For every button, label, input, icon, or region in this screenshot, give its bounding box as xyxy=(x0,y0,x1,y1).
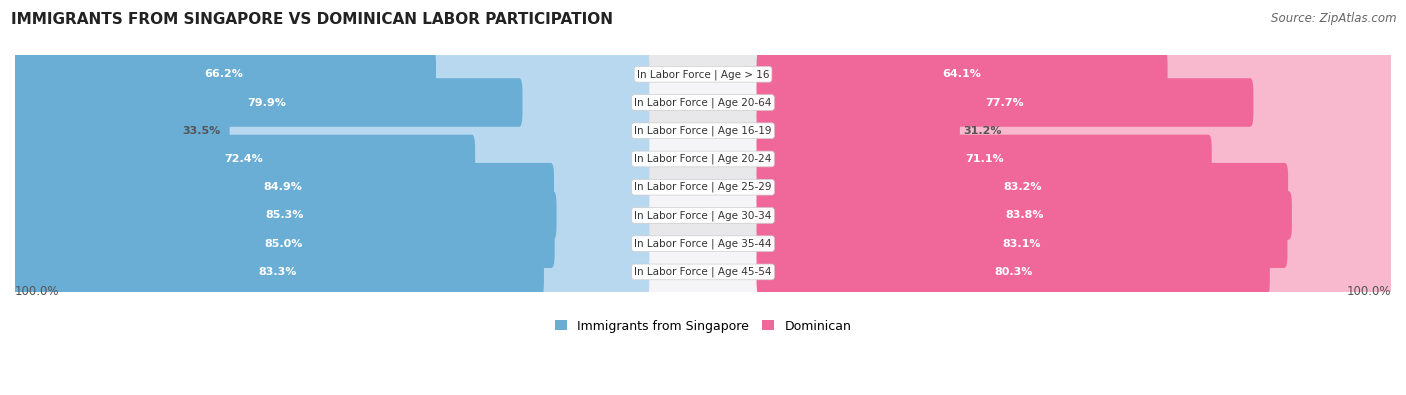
Text: 85.3%: 85.3% xyxy=(264,211,304,220)
Legend: Immigrants from Singapore, Dominican: Immigrants from Singapore, Dominican xyxy=(550,315,856,338)
Text: 64.1%: 64.1% xyxy=(942,69,981,79)
FancyBboxPatch shape xyxy=(14,53,1392,96)
Text: Source: ZipAtlas.com: Source: ZipAtlas.com xyxy=(1271,12,1396,25)
FancyBboxPatch shape xyxy=(14,222,1392,265)
Text: 66.2%: 66.2% xyxy=(204,69,243,79)
FancyBboxPatch shape xyxy=(11,78,523,127)
FancyBboxPatch shape xyxy=(756,107,1395,155)
Text: In Labor Force | Age 30-34: In Labor Force | Age 30-34 xyxy=(634,210,772,221)
FancyBboxPatch shape xyxy=(11,50,650,98)
FancyBboxPatch shape xyxy=(14,81,1392,124)
FancyBboxPatch shape xyxy=(11,50,436,98)
Text: 72.4%: 72.4% xyxy=(224,154,263,164)
FancyBboxPatch shape xyxy=(11,107,650,155)
FancyBboxPatch shape xyxy=(756,163,1288,211)
FancyBboxPatch shape xyxy=(11,107,229,155)
FancyBboxPatch shape xyxy=(11,248,650,296)
FancyBboxPatch shape xyxy=(756,248,1395,296)
Text: 79.9%: 79.9% xyxy=(247,98,287,107)
Text: 80.3%: 80.3% xyxy=(994,267,1032,277)
FancyBboxPatch shape xyxy=(756,163,1395,211)
FancyBboxPatch shape xyxy=(756,191,1292,240)
FancyBboxPatch shape xyxy=(756,219,1288,268)
FancyBboxPatch shape xyxy=(11,78,650,127)
FancyBboxPatch shape xyxy=(756,219,1395,268)
FancyBboxPatch shape xyxy=(14,250,1392,293)
Text: 31.2%: 31.2% xyxy=(963,126,1001,136)
Text: In Labor Force | Age 20-64: In Labor Force | Age 20-64 xyxy=(634,97,772,108)
Text: 83.3%: 83.3% xyxy=(259,267,297,277)
FancyBboxPatch shape xyxy=(14,166,1392,209)
FancyBboxPatch shape xyxy=(11,163,650,211)
Text: 84.9%: 84.9% xyxy=(263,182,302,192)
Text: 77.7%: 77.7% xyxy=(986,98,1025,107)
FancyBboxPatch shape xyxy=(756,191,1395,240)
FancyBboxPatch shape xyxy=(11,219,555,268)
Text: 100.0%: 100.0% xyxy=(1347,285,1391,297)
Text: In Labor Force | Age 20-24: In Labor Force | Age 20-24 xyxy=(634,154,772,164)
FancyBboxPatch shape xyxy=(11,191,557,240)
Text: 83.8%: 83.8% xyxy=(1005,211,1043,220)
Text: 83.1%: 83.1% xyxy=(1002,239,1042,249)
FancyBboxPatch shape xyxy=(756,78,1253,127)
FancyBboxPatch shape xyxy=(756,135,1212,183)
Text: 33.5%: 33.5% xyxy=(181,126,221,136)
FancyBboxPatch shape xyxy=(11,248,544,296)
Text: 83.2%: 83.2% xyxy=(1002,182,1042,192)
FancyBboxPatch shape xyxy=(756,107,960,155)
FancyBboxPatch shape xyxy=(11,135,475,183)
FancyBboxPatch shape xyxy=(756,78,1395,127)
Text: 85.0%: 85.0% xyxy=(264,239,302,249)
FancyBboxPatch shape xyxy=(14,137,1392,181)
FancyBboxPatch shape xyxy=(11,219,650,268)
Text: In Labor Force | Age > 16: In Labor Force | Age > 16 xyxy=(637,69,769,79)
FancyBboxPatch shape xyxy=(14,109,1392,152)
FancyBboxPatch shape xyxy=(756,135,1395,183)
Text: 100.0%: 100.0% xyxy=(15,285,59,297)
FancyBboxPatch shape xyxy=(11,191,650,240)
FancyBboxPatch shape xyxy=(756,50,1167,98)
FancyBboxPatch shape xyxy=(756,248,1270,296)
Text: 71.1%: 71.1% xyxy=(965,154,1004,164)
Text: In Labor Force | Age 35-44: In Labor Force | Age 35-44 xyxy=(634,239,772,249)
FancyBboxPatch shape xyxy=(11,135,650,183)
FancyBboxPatch shape xyxy=(11,163,554,211)
FancyBboxPatch shape xyxy=(756,50,1395,98)
Text: In Labor Force | Age 25-29: In Labor Force | Age 25-29 xyxy=(634,182,772,192)
Text: IMMIGRANTS FROM SINGAPORE VS DOMINICAN LABOR PARTICIPATION: IMMIGRANTS FROM SINGAPORE VS DOMINICAN L… xyxy=(11,12,613,27)
Text: In Labor Force | Age 16-19: In Labor Force | Age 16-19 xyxy=(634,126,772,136)
Text: In Labor Force | Age 45-54: In Labor Force | Age 45-54 xyxy=(634,267,772,277)
FancyBboxPatch shape xyxy=(14,194,1392,237)
